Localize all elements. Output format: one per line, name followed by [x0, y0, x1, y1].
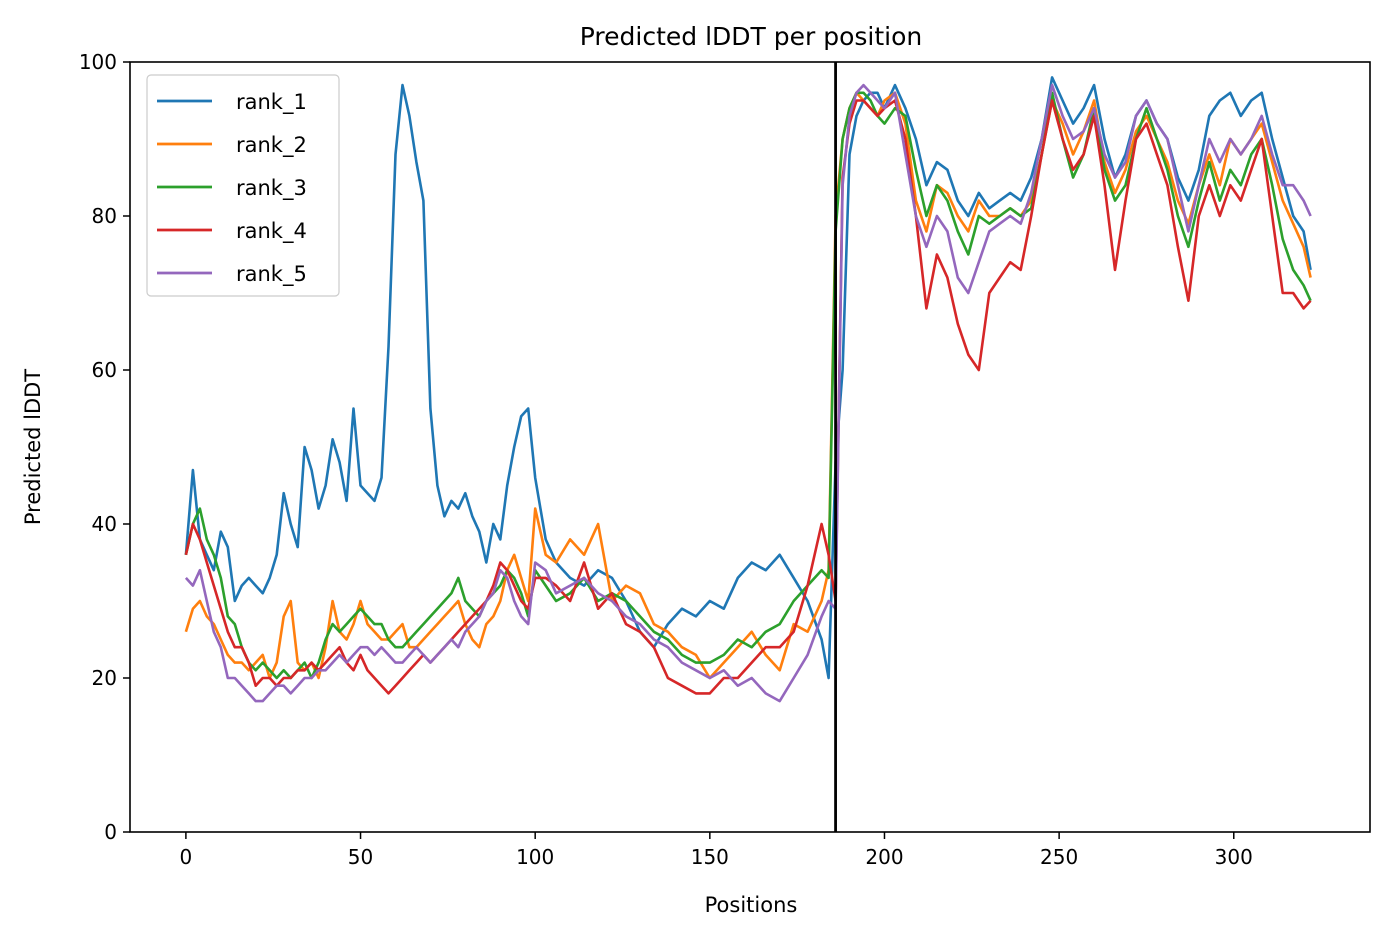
x-axis-title: Positions: [705, 893, 798, 917]
legend-box: [146, 74, 340, 297]
y-tick-label: 60: [92, 358, 117, 382]
y-tick-label: 40: [92, 512, 117, 536]
legend-label-rank_5: rank_5: [236, 262, 307, 287]
series-line-rank_1: [184, 76, 1312, 680]
legend: rank_1 rank_2 rank_3 rank_4 rank_5: [146, 74, 340, 297]
y-tick-label: 0: [104, 820, 117, 844]
chart-title: Predicted lDDT per position: [580, 22, 922, 51]
x-tick-label: 0: [180, 845, 193, 869]
x-tick-label: 50: [348, 845, 373, 869]
series-line-rank_3: [184, 91, 1312, 680]
series-line-rank_5: [184, 83, 1312, 703]
x-tick-label: 200: [865, 845, 903, 869]
y-tick-label: 20: [92, 666, 117, 690]
x-tick-label: 100: [516, 845, 554, 869]
series-line-rank_4: [184, 99, 1312, 695]
series-layer: [184, 76, 1312, 703]
y-tick-label: 80: [92, 204, 117, 228]
y-axis-ticks: 0 20 40 60 80 100: [79, 50, 130, 844]
axes-frame: [129, 61, 1371, 833]
x-tick-label: 150: [691, 845, 729, 869]
legend-label-rank_4: rank_4: [236, 219, 307, 244]
x-axis-ticks: 0 50 100 150 200 250 300: [180, 832, 1253, 869]
y-tick-label: 100: [79, 50, 117, 74]
x-tick-label: 300: [1215, 845, 1253, 869]
legend-label-rank_1: rank_1: [236, 90, 307, 115]
legend-label-rank_3: rank_3: [236, 176, 307, 201]
y-axis-title: Predicted lDDT: [21, 369, 45, 525]
plot-area: [129, 61, 1371, 833]
x-tick-label: 250: [1040, 845, 1078, 869]
legend-label-rank_2: rank_2: [236, 133, 307, 158]
